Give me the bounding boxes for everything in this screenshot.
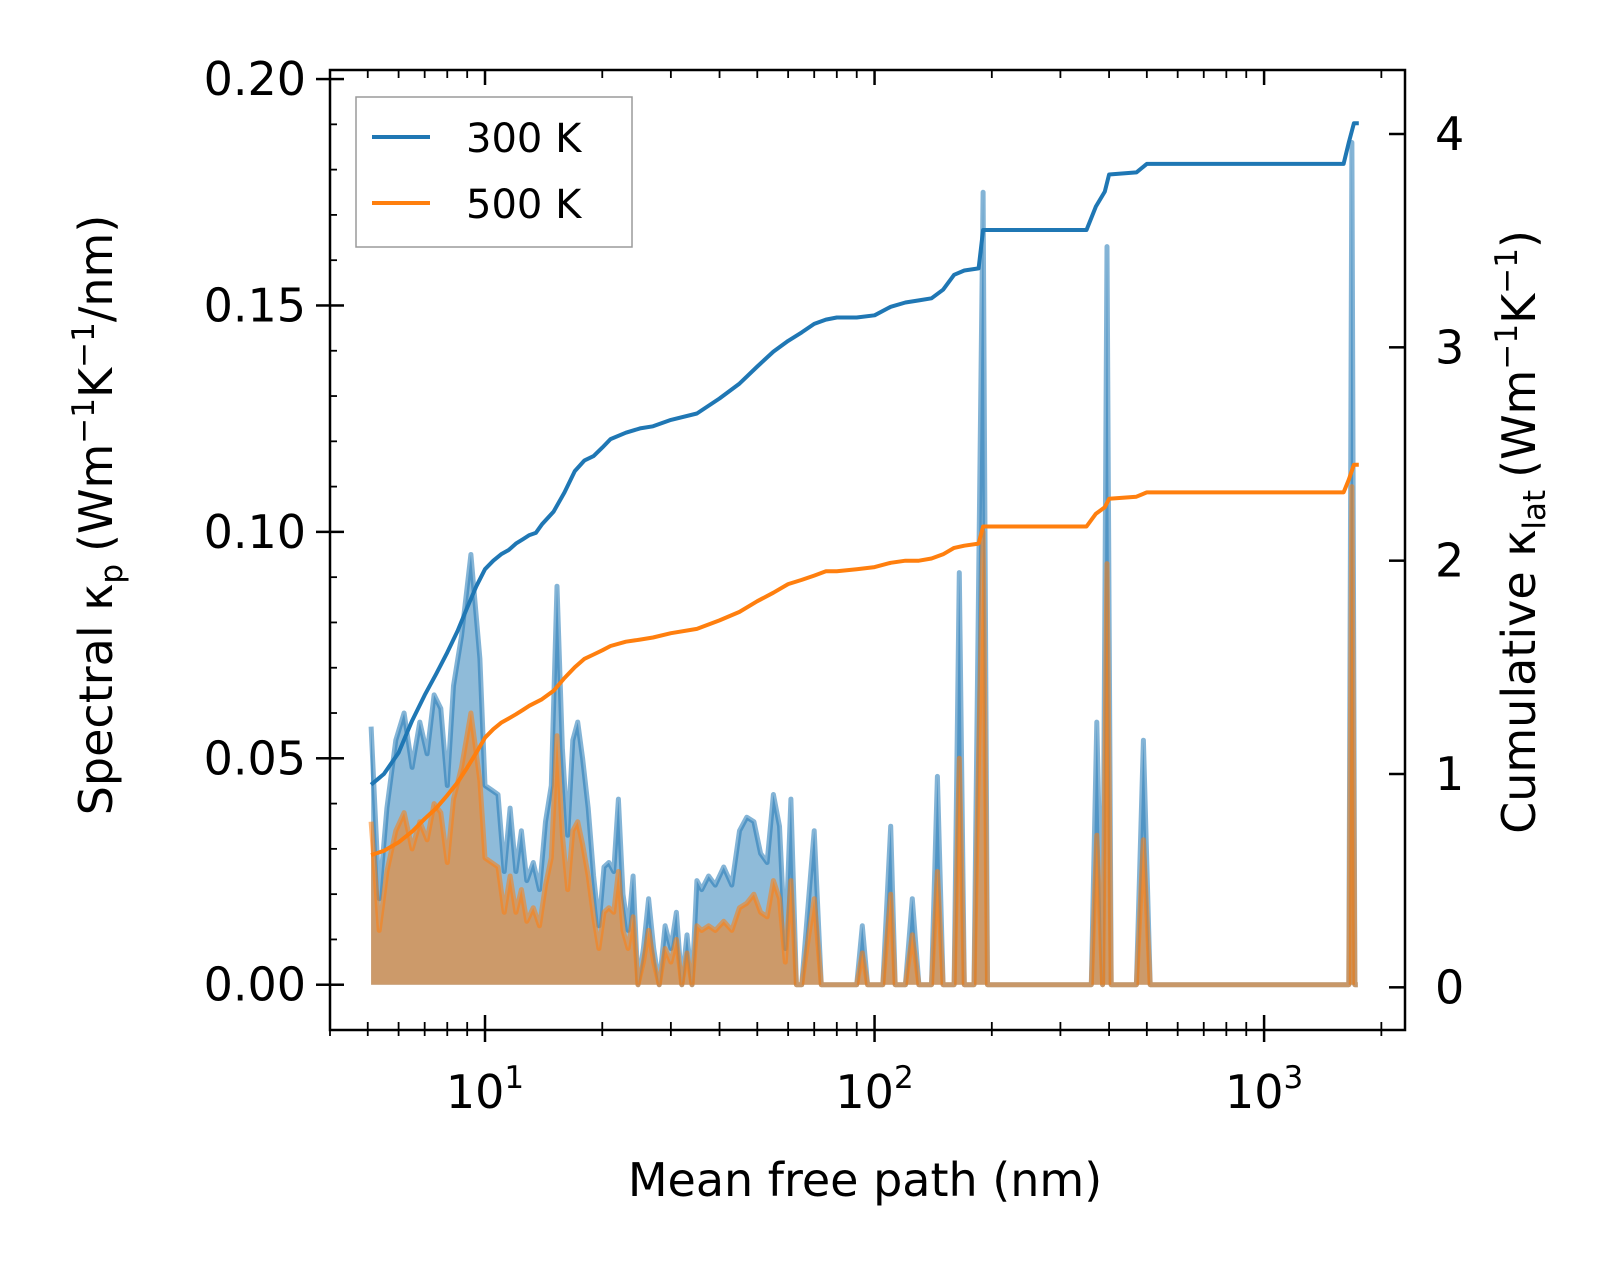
left-ylabel-main: Spectral κ [69, 584, 123, 816]
left-ylabel-suffix: /nm) [69, 215, 123, 322]
right-y-tick-label: 4 [1435, 107, 1464, 161]
left-ylabel-exp2: −1 [66, 322, 102, 368]
left-y-tick-label: 0.00 [204, 958, 306, 1012]
left-y-tick-label: 0.05 [204, 731, 306, 785]
right-ylabel-units-prefix: (Wm [1492, 370, 1546, 478]
right-ylabel-sub: lat [1517, 490, 1553, 530]
right-ylabel-mid: K [1492, 292, 1546, 324]
series-line-layer [369, 121, 1359, 857]
left-y-tick-label: 0.10 [204, 505, 306, 559]
right-y-tick-label: 3 [1435, 320, 1464, 374]
legend-label-300k: 300 K [466, 116, 583, 162]
spectral-line-300k [368, 140, 1358, 988]
right-ylabel-suffix: ) [1492, 230, 1546, 248]
left-ylabel-mid: K [69, 366, 123, 398]
legend-box [355, 96, 633, 248]
right-ylabel-exp2: −1 [1489, 248, 1525, 294]
left-ylabel-exp1: −1 [66, 398, 102, 444]
spectral-fill-layer [368, 140, 1358, 988]
right-y-tick-label: 2 [1435, 534, 1464, 588]
left-y-tick-label: 0.15 [204, 278, 306, 332]
right-y-axis-title: Cumulative κlat(Wm−1K−1) [1489, 230, 1553, 834]
x-axis-title: Mean free path (nm) [628, 1153, 1102, 1207]
tick-layer: 0.00 0.05 0.10 0.15 0.20 0 1 2 3 4 101 102 103 [204, 52, 1465, 1119]
x-tick-label: 102 [835, 1060, 913, 1119]
spectral-fill-500k [371, 486, 1358, 985]
right-y-tick-label: 0 [1435, 960, 1464, 1014]
right-ylabel-exp1: −1 [1489, 324, 1525, 370]
plot-frame [328, 68, 1407, 1032]
right-y-tick-label: 1 [1435, 747, 1464, 801]
left-y-axis-title: Spectral κp(Wm−1K−1/nm) [66, 215, 130, 816]
left-y-tick-label: 0.20 [204, 52, 306, 106]
legend-label-500k: 500 K [466, 182, 583, 228]
legend: 300 K 500 K [355, 96, 633, 248]
spectral-line-500k [368, 484, 1358, 988]
x-tick-label: 101 [446, 1060, 524, 1119]
left-ylabel-units-prefix: (Wm [69, 444, 123, 552]
right-ylabel-main: Cumulative κ [1492, 530, 1546, 834]
cumulative-line-300k [369, 121, 1359, 787]
cumulative-line-500k [370, 462, 1359, 857]
left-ylabel-sub: p [94, 564, 130, 584]
x-tick-label: 103 [1225, 1060, 1303, 1119]
